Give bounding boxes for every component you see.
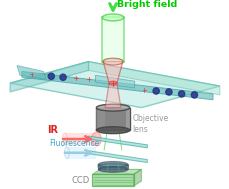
Text: Objective
lens: Objective lens xyxy=(132,115,168,134)
Circle shape xyxy=(60,74,66,80)
Circle shape xyxy=(178,91,184,97)
Bar xyxy=(92,174,133,186)
Circle shape xyxy=(152,88,159,94)
Bar xyxy=(96,108,129,130)
Ellipse shape xyxy=(98,167,127,172)
Bar xyxy=(65,133,96,145)
Polygon shape xyxy=(10,62,88,92)
Ellipse shape xyxy=(96,127,129,134)
Bar xyxy=(102,17,123,62)
Polygon shape xyxy=(88,151,147,163)
Bar xyxy=(98,164,127,169)
Text: IR: IR xyxy=(47,125,58,135)
Circle shape xyxy=(191,92,197,98)
Ellipse shape xyxy=(62,133,67,145)
Ellipse shape xyxy=(100,163,125,171)
Ellipse shape xyxy=(98,162,127,167)
Circle shape xyxy=(48,73,54,79)
Ellipse shape xyxy=(102,14,123,21)
Ellipse shape xyxy=(103,58,122,65)
Polygon shape xyxy=(17,65,46,79)
Circle shape xyxy=(165,89,171,95)
Polygon shape xyxy=(10,62,219,108)
Bar xyxy=(67,147,96,159)
Text: CCD: CCD xyxy=(71,176,89,185)
Polygon shape xyxy=(88,62,219,95)
Ellipse shape xyxy=(91,132,101,146)
Text: Bright field: Bright field xyxy=(117,0,176,9)
Polygon shape xyxy=(22,71,212,100)
Polygon shape xyxy=(105,83,120,108)
Ellipse shape xyxy=(109,81,117,85)
Polygon shape xyxy=(92,169,141,174)
Polygon shape xyxy=(133,169,141,186)
Polygon shape xyxy=(88,136,147,148)
Text: Fluorescence: Fluorescence xyxy=(49,139,99,148)
Ellipse shape xyxy=(96,104,129,111)
Polygon shape xyxy=(95,75,134,88)
Bar xyxy=(125,108,129,130)
Polygon shape xyxy=(103,62,122,83)
Ellipse shape xyxy=(64,147,69,159)
Ellipse shape xyxy=(102,59,123,64)
Bar xyxy=(96,108,104,130)
